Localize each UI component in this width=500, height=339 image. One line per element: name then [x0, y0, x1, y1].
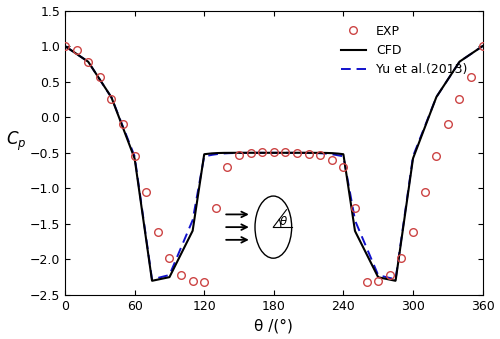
CFD [468, 52, 473, 56]
Line: CFD: CFD [65, 46, 482, 281]
EXP [120, 122, 126, 126]
EXP [398, 256, 404, 260]
Yu et al.(2013) [266, 151, 272, 155]
EXP [480, 44, 486, 48]
EXP [85, 60, 91, 64]
EXP [422, 190, 428, 194]
CFD [254, 151, 260, 155]
EXP [445, 122, 451, 126]
Legend: EXP, CFD, Yu et al.(2013): EXP, CFD, Yu et al.(2013) [336, 20, 472, 81]
Yu et al.(2013) [480, 44, 486, 48]
EXP [213, 206, 219, 210]
CFD [266, 151, 272, 155]
EXP [364, 280, 370, 284]
EXP [456, 97, 462, 101]
EXP [132, 154, 138, 158]
CFD [480, 44, 486, 48]
EXP [329, 158, 335, 162]
EXP [236, 153, 242, 157]
X-axis label: θ /(°): θ /(°) [254, 318, 293, 334]
EXP [340, 165, 346, 169]
CFD [149, 279, 155, 283]
CFD [84, 58, 89, 62]
Yu et al.(2013) [391, 277, 397, 281]
EXP [352, 206, 358, 210]
EXP [282, 150, 288, 154]
EXP [387, 273, 393, 277]
Line: Yu et al.(2013): Yu et al.(2013) [65, 46, 482, 279]
EXP [201, 280, 207, 284]
CFD [391, 278, 397, 282]
EXP [143, 190, 149, 194]
EXP [155, 231, 161, 235]
EXP [97, 75, 103, 79]
Y-axis label: $C_p$: $C_p$ [6, 129, 26, 153]
EXP [259, 150, 265, 154]
EXP [166, 256, 172, 260]
EXP [178, 273, 184, 277]
EXP [62, 44, 68, 48]
EXP [74, 48, 80, 53]
EXP [375, 279, 381, 283]
EXP [317, 153, 323, 157]
Yu et al.(2013) [149, 277, 155, 281]
EXP [271, 150, 277, 154]
Line: EXP: EXP [61, 42, 486, 286]
EXP [190, 279, 196, 283]
EXP [306, 152, 312, 156]
EXP [410, 231, 416, 235]
CFD [468, 52, 473, 56]
EXP [108, 97, 114, 101]
Yu et al.(2013) [254, 151, 260, 155]
Yu et al.(2013) [468, 52, 473, 56]
CFD [62, 44, 68, 48]
Yu et al.(2013) [468, 52, 473, 56]
Text: $\theta$: $\theta$ [278, 215, 287, 228]
Yu et al.(2013) [84, 58, 89, 62]
EXP [224, 165, 230, 169]
EXP [468, 75, 474, 79]
Yu et al.(2013) [62, 44, 68, 48]
EXP [248, 151, 254, 155]
EXP [294, 151, 300, 155]
EXP [433, 154, 439, 158]
